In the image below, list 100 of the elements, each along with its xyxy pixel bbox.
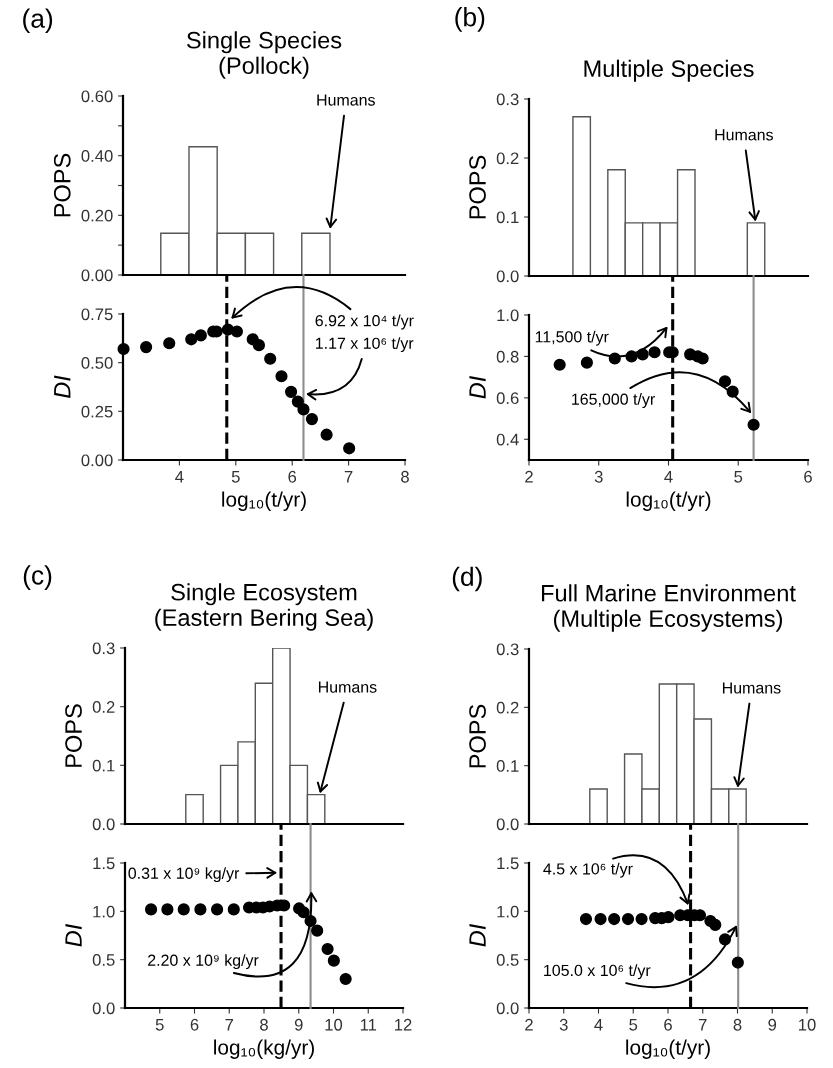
x-tick-label: 4 — [664, 471, 673, 483]
point — [580, 356, 593, 369]
annotation: 105.0 x 10⁶ t/yr — [544, 964, 651, 980]
y-axis-title: DI — [54, 375, 71, 399]
x-tick-label: 7 — [698, 1019, 707, 1031]
point — [339, 972, 352, 986]
x-tick-label: 4 — [594, 1019, 603, 1031]
x-tick-label: 10 — [325, 1018, 343, 1031]
point — [140, 341, 153, 354]
x-tick-label: 7 — [344, 471, 353, 483]
text: (d) — [452, 566, 482, 592]
x-tick-label: 6 — [804, 470, 812, 483]
point — [320, 428, 333, 441]
y-tick-label: 0.8 — [496, 350, 519, 363]
point — [194, 329, 207, 342]
point — [709, 918, 722, 931]
y-tick-label: 0.0 — [496, 818, 519, 831]
point — [305, 413, 319, 426]
y-axis-title: POPS — [469, 155, 486, 219]
x-axis-title: log₁₀(t/yr) — [626, 491, 711, 511]
x-tick-label: 10 — [799, 1018, 816, 1031]
y-axis-title: DI — [65, 923, 82, 947]
y-tick-label: 0.0 — [92, 818, 115, 831]
text: (c) — [23, 565, 52, 590]
y-axis-title: POPS — [53, 153, 71, 217]
annotation: 1.17 x 10⁶ t/yr — [315, 337, 414, 353]
annotation: 165,000 t/yr — [572, 393, 655, 408]
point — [297, 906, 310, 919]
x-tick-label: 12 — [395, 1018, 412, 1031]
x-tick-label: 11 — [360, 1019, 377, 1031]
y-tick-label: 0.00 — [81, 269, 113, 282]
point — [230, 325, 244, 338]
point — [185, 333, 198, 346]
x-tick-label: 8 — [401, 470, 409, 483]
text: (b) — [455, 7, 485, 32]
chart-title: Full Marine Environment (Multiple Ecosystems) — [542, 584, 796, 632]
text: (a) — [23, 8, 53, 34]
annotation: 11,500 t/yr — [535, 330, 609, 346]
y-tick-label: 0.50 — [81, 357, 113, 369]
y-tick-label: 0.3 — [496, 643, 519, 656]
x-tick-label: 9 — [768, 1018, 777, 1031]
point — [718, 375, 732, 388]
y-axis-title: POPS — [469, 704, 486, 768]
annotation: Humans — [318, 681, 377, 693]
x-tick-label: 9 — [294, 1018, 303, 1031]
point — [608, 352, 621, 365]
point — [648, 346, 661, 359]
y-tick-label: 0.2 — [496, 701, 519, 714]
point — [726, 385, 739, 398]
y-tick-label: 0.2 — [496, 152, 519, 165]
x-tick-label: 6 — [664, 1018, 672, 1031]
x-tick-label: 7 — [225, 1019, 234, 1031]
chart-title: Multiple Species — [584, 59, 754, 82]
point — [579, 912, 593, 926]
annotation: Humans — [722, 682, 781, 694]
point — [327, 954, 340, 967]
point — [553, 358, 566, 371]
x-tick-label: 4 — [175, 471, 184, 483]
y-tick-label: 0.3 — [92, 642, 115, 655]
point — [177, 903, 190, 916]
point — [252, 339, 265, 352]
y-axis-title: DI — [469, 923, 486, 947]
x-tick-label: 2 — [525, 470, 533, 483]
y-tick-label: 0.0 — [496, 1002, 519, 1015]
annotation: 2.20 x 10⁹ kg/yr — [148, 954, 259, 970]
y-axis-title: DI — [469, 375, 486, 399]
point — [304, 914, 317, 928]
y-tick-label: 0.2 — [92, 701, 115, 713]
point — [163, 337, 176, 350]
point — [343, 442, 356, 455]
x-tick-label: 5 — [734, 471, 743, 483]
y-tick-label: 0.4 — [496, 433, 519, 446]
y-tick-label: 0.1 — [496, 760, 519, 772]
point — [621, 912, 635, 926]
point — [636, 348, 649, 361]
chart-title: Single Species (Pollock) — [186, 31, 342, 79]
y-tick-label: 0.0 — [496, 270, 519, 283]
y-tick-label: 0.5 — [496, 954, 519, 966]
point — [161, 903, 174, 916]
y-axis-title: POPS — [65, 704, 82, 767]
x-axis-title: log₁₀(t/yr) — [626, 1039, 710, 1059]
y-tick-label: 0.6 — [496, 392, 519, 405]
point — [718, 933, 732, 946]
point — [227, 903, 240, 916]
point — [194, 903, 207, 916]
y-tick-label: 0.20 — [81, 209, 113, 222]
y-tick-label: 0.60 — [81, 90, 113, 103]
y-tick-label: 0.1 — [496, 211, 519, 224]
point — [117, 342, 130, 356]
point — [747, 418, 760, 431]
y-tick-label: 0.75 — [81, 308, 113, 321]
y-tick-label: 0.00 — [81, 454, 113, 467]
x-tick-label: 5 — [155, 1019, 164, 1031]
point — [731, 956, 744, 969]
x-tick-label: 3 — [594, 470, 603, 483]
y-tick-label: 0.25 — [81, 405, 113, 418]
x-tick-label: 5 — [231, 471, 240, 483]
annotation: Humans — [317, 94, 375, 106]
point — [144, 903, 158, 916]
y-tick-label: 0.5 — [92, 954, 115, 966]
